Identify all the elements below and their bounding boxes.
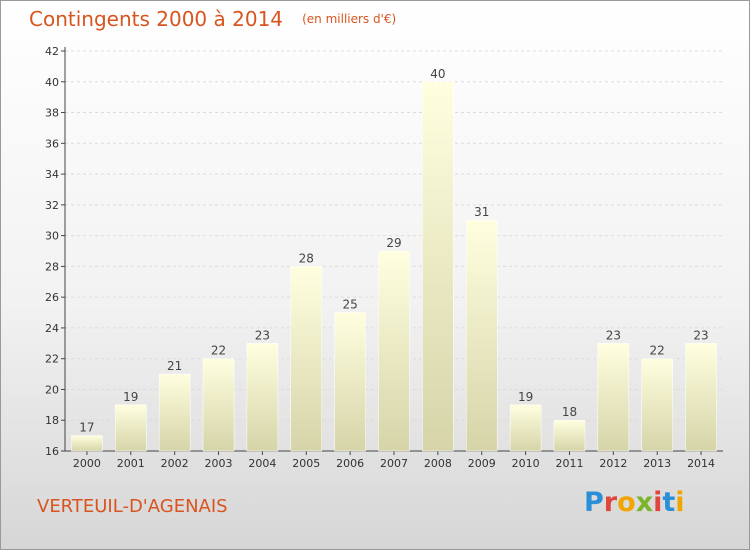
y-tick-label: 28 [45, 260, 59, 273]
bar-2005 [290, 266, 323, 452]
value-label: 23 [693, 328, 708, 342]
bar-2014 [685, 343, 717, 452]
bar-2009 [465, 219, 498, 452]
bar-2013 [641, 358, 673, 452]
bars [71, 81, 717, 452]
y-tick-label: 42 [45, 45, 59, 58]
x-tick-label: 2006 [336, 457, 364, 470]
labels: 16 18 20 22 24 26 28 30 32 34 36 38 40 42 2000 17 2001 19… [45, 45, 715, 470]
y-tick-label: 20 [45, 383, 59, 396]
value-label: 23 [255, 328, 270, 342]
bar-2002 [158, 373, 191, 452]
bar-2001 [115, 404, 147, 452]
x-tick-label: 2013 [643, 457, 671, 470]
value-label: 40 [430, 67, 445, 81]
value-label: 25 [342, 298, 357, 312]
value-label: 19 [123, 390, 138, 404]
value-label: 28 [299, 251, 314, 265]
y-tick-label: 16 [45, 445, 59, 458]
chart-header: Contingents 2000 à 2014 (en milliers d'€… [29, 7, 396, 31]
x-tick-label: 2004 [248, 457, 276, 470]
bar-2011 [553, 419, 586, 452]
y-tick-label: 26 [45, 291, 59, 304]
bar-2012 [597, 343, 630, 452]
logo-letter: i [653, 487, 663, 518]
x-tick-label: 2002 [161, 457, 189, 470]
logo-letter: P [584, 487, 604, 518]
value-label: 23 [606, 328, 621, 342]
bar-2006 [334, 312, 366, 452]
y-tick-label: 40 [45, 76, 59, 89]
y-tick-label: 18 [45, 414, 59, 427]
x-tick-label: 2001 [117, 457, 145, 470]
value-label: 19 [518, 390, 533, 404]
chart-unit: (en milliers d'€) [302, 12, 397, 26]
bar-2004 [246, 343, 279, 452]
x-tick-label: 2005 [292, 457, 320, 470]
y-tick-label: 38 [45, 107, 59, 120]
bar-2007 [378, 250, 410, 452]
value-label: 21 [167, 359, 182, 373]
x-tick-label: 2003 [205, 457, 233, 470]
x-tick-label: 2011 [555, 457, 583, 470]
bar-2008 [422, 81, 454, 452]
y-tick-label: 22 [45, 353, 59, 366]
logo-letter: o [617, 487, 636, 518]
x-tick-label: 2009 [468, 457, 496, 470]
value-label: 18 [562, 405, 577, 419]
bar-2003 [202, 358, 235, 452]
town-name: VERTEUIL-D'AGENAIS [37, 496, 228, 517]
logo-letter: r [603, 487, 618, 518]
x-tick-label: 2008 [424, 457, 452, 470]
x-tick-label: 2014 [687, 457, 715, 470]
logo-letter: x [635, 487, 654, 518]
proxiti-logo: Proxiti [584, 487, 685, 518]
value-label: 31 [474, 205, 489, 219]
logo-letter: i [675, 487, 685, 518]
bar-2010 [509, 404, 542, 452]
bar-2000 [71, 435, 103, 452]
x-tick-label: 2012 [599, 457, 627, 470]
y-tick-label: 24 [45, 322, 59, 335]
y-tick-label: 30 [45, 230, 59, 243]
y-tick-label: 34 [45, 168, 59, 181]
value-label: 29 [386, 236, 401, 250]
y-tick-label: 32 [45, 199, 59, 212]
x-tick-label: 2010 [512, 457, 540, 470]
x-tick-label: 2007 [380, 457, 408, 470]
y-tick-label: 36 [45, 137, 59, 150]
value-label: 22 [650, 344, 665, 358]
chart-title: Contingents 2000 à 2014 [29, 7, 284, 31]
value-label: 17 [79, 421, 94, 435]
x-tick-label: 2000 [73, 457, 101, 470]
value-label: 22 [211, 344, 226, 358]
logo-letter: t [662, 487, 676, 518]
